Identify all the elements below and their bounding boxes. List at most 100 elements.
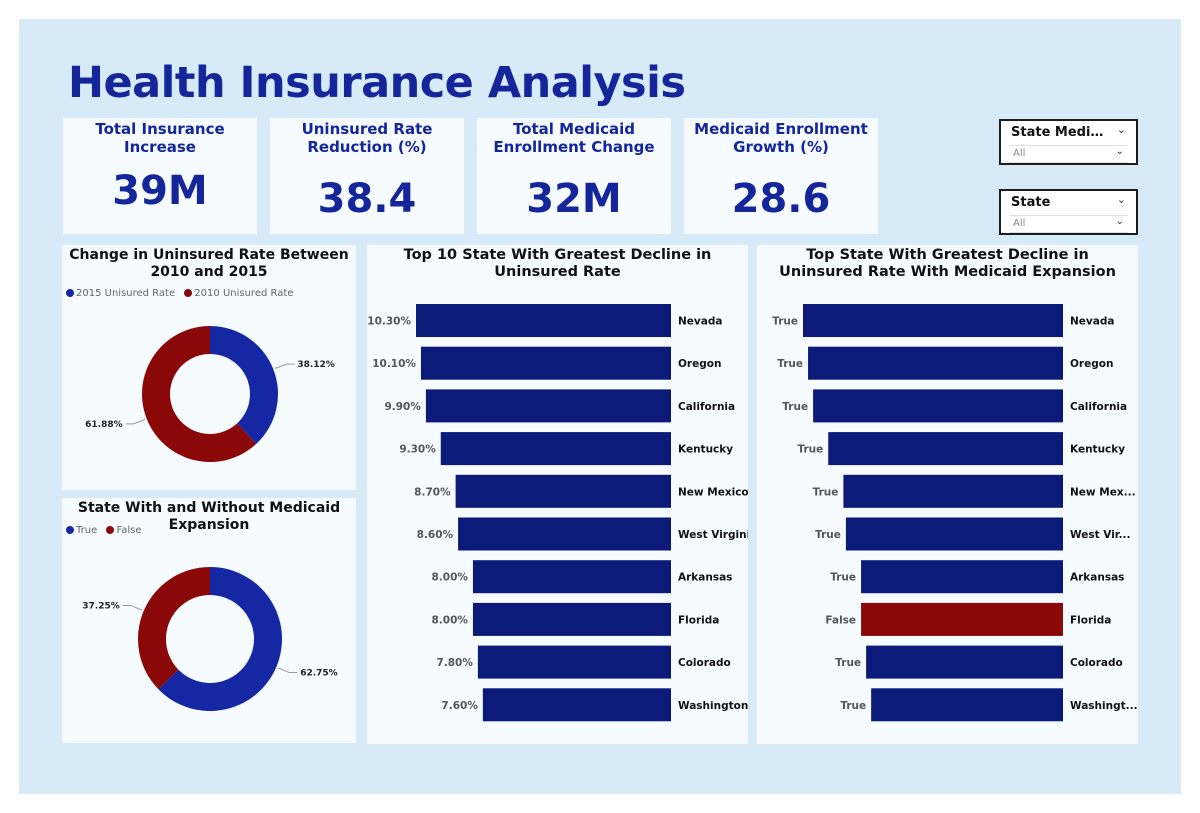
- chart-legend: 2015 Unisured Rate 2010 Unisured Rate: [66, 288, 299, 299]
- bar[interactable]: [482, 688, 671, 722]
- slicer-title: State Medicaid...: [1011, 125, 1109, 140]
- data-label: True: [830, 572, 856, 584]
- bar-chart: 10.30% Nevada 10.10% Oregon 9.90% California 9…: [367, 304, 748, 722]
- data-label: True: [777, 358, 803, 370]
- data-label: 8.00%: [432, 614, 469, 626]
- legend-label: 2015 Unisured Rate: [76, 288, 176, 299]
- bar[interactable]: [440, 432, 671, 466]
- chart-uninsured-rate-change: Change in Uninsured Rate Between 2010 an…: [62, 245, 356, 490]
- data-label: 10.30%: [367, 316, 411, 328]
- data-label: 38.12%: [297, 360, 335, 370]
- kpi-label: Uninsured Rate Reduction (%): [301, 120, 433, 156]
- legend-item[interactable]: False: [106, 525, 142, 536]
- chevron-up-icon[interactable]: ⌄: [1116, 193, 1126, 206]
- donut-chart: 38.12% 61.88%: [85, 326, 335, 462]
- chart-top10-decline: Top 10 State With Greatest Decline in Un…: [367, 245, 748, 744]
- data-label: True: [815, 529, 841, 541]
- chart-medicaid-expansion: State With and Without Medicaid Expansio…: [62, 498, 356, 743]
- donut-slice[interactable]: [137, 567, 210, 690]
- data-label: 7.60%: [441, 700, 478, 712]
- bar[interactable]: [472, 602, 671, 636]
- bar[interactable]: [866, 645, 1063, 679]
- bar[interactable]: [477, 645, 671, 679]
- donut-slice[interactable]: [158, 567, 282, 711]
- kpi-value: 39M: [112, 168, 208, 214]
- category-label: West Virginia: [678, 529, 748, 541]
- data-label: True: [840, 700, 866, 712]
- category-label: Florida: [1070, 614, 1111, 626]
- category-label: California: [678, 401, 735, 413]
- legend-dot-icon: [184, 289, 193, 297]
- slicer-value: All: [1013, 148, 1026, 159]
- legend-dot-icon: [106, 526, 115, 534]
- category-label: Oregon: [1070, 358, 1113, 370]
- page-title: Health Insurance Analysis: [68, 58, 686, 108]
- legend-dot-icon: [66, 289, 74, 297]
- bar[interactable]: [808, 346, 1063, 380]
- data-label: 61.88%: [85, 420, 123, 430]
- data-label: False: [825, 614, 856, 626]
- kpi-card-medicaid-enrollment-growth: Medicaid Enrollment Growth (%) 28.6: [684, 118, 878, 234]
- category-label: Nevada: [1070, 316, 1114, 328]
- slicer-value: All: [1013, 218, 1026, 229]
- slicer-dropdown[interactable]: All ⌄: [1009, 215, 1128, 233]
- legend-label: True: [76, 525, 98, 536]
- bar[interactable]: [425, 389, 671, 423]
- slicer-state[interactable]: State ⌄ All ⌄: [999, 189, 1138, 235]
- category-label: West Vir...: [1070, 529, 1130, 541]
- legend-label: 2010 Unisured Rate: [194, 288, 294, 299]
- leader-line: [122, 604, 143, 611]
- kpi-value: 28.6: [731, 176, 831, 222]
- bar[interactable]: [828, 432, 1063, 466]
- data-label: 8.00%: [432, 572, 469, 584]
- leader-line: [277, 667, 298, 674]
- data-label: 10.10%: [372, 358, 416, 370]
- bar[interactable]: [803, 304, 1063, 337]
- legend-item[interactable]: 2010 Unisured Rate: [184, 288, 293, 299]
- category-label: Washington: [678, 700, 748, 712]
- bar[interactable]: [472, 560, 671, 594]
- chart-title: State With and Without Medicaid Expansio…: [77, 500, 341, 533]
- chevron-down-icon[interactable]: ⌄: [1115, 216, 1124, 227]
- bar[interactable]: [861, 602, 1063, 636]
- data-label: 62.75%: [300, 669, 338, 679]
- bar-chart: True Nevada True Oregon True California True Ke…: [772, 304, 1138, 722]
- slicer-state-medicaid[interactable]: State Medicaid... ⌄ All ⌄: [999, 119, 1138, 165]
- legend-item[interactable]: True: [66, 525, 97, 536]
- data-label: True: [813, 486, 839, 498]
- kpi-value: 32M: [526, 176, 622, 222]
- donut-slice[interactable]: [142, 326, 257, 462]
- slicer-dropdown[interactable]: All ⌄: [1009, 145, 1128, 163]
- donut-slice[interactable]: [210, 326, 278, 444]
- leader-line: [125, 419, 146, 425]
- data-label: 9.90%: [384, 401, 421, 413]
- kpi-card-medicaid-enrollment-change: Total Medicaid Enrollment Change 32M: [477, 118, 671, 234]
- bar[interactable]: [813, 389, 1063, 423]
- category-label: Arkansas: [1070, 572, 1124, 584]
- category-label: Colorado: [678, 657, 731, 669]
- chevron-up-icon[interactable]: ⌄: [1116, 123, 1126, 136]
- data-label: True: [782, 401, 808, 413]
- bar[interactable]: [871, 688, 1063, 722]
- category-label: Kentucky: [1070, 444, 1125, 456]
- kpi-label: Medicaid Enrollment Growth (%): [694, 120, 868, 156]
- chart-title: Top State With Greatest Decline in Unins…: [779, 247, 1116, 280]
- category-label: Nevada: [678, 316, 722, 328]
- category-label: New Mexico: [678, 486, 748, 498]
- bar[interactable]: [843, 474, 1063, 508]
- bar[interactable]: [416, 304, 671, 337]
- category-label: California: [1070, 401, 1127, 413]
- legend-item[interactable]: 2015 Unisured Rate: [66, 288, 175, 299]
- bar[interactable]: [458, 517, 671, 551]
- data-label: 8.60%: [417, 529, 454, 541]
- kpi-value: 38.4: [317, 176, 417, 222]
- bar[interactable]: [420, 346, 671, 380]
- chevron-down-icon[interactable]: ⌄: [1115, 146, 1124, 157]
- category-label: Washingt...: [1070, 700, 1138, 712]
- bar[interactable]: [455, 474, 671, 508]
- chart-top-decline-medicaid: Top State With Greatest Decline in Unins…: [757, 245, 1138, 744]
- category-label: New Mex...: [1070, 486, 1136, 498]
- bar[interactable]: [861, 560, 1063, 594]
- bar[interactable]: [845, 517, 1063, 551]
- category-label: Oregon: [678, 358, 721, 370]
